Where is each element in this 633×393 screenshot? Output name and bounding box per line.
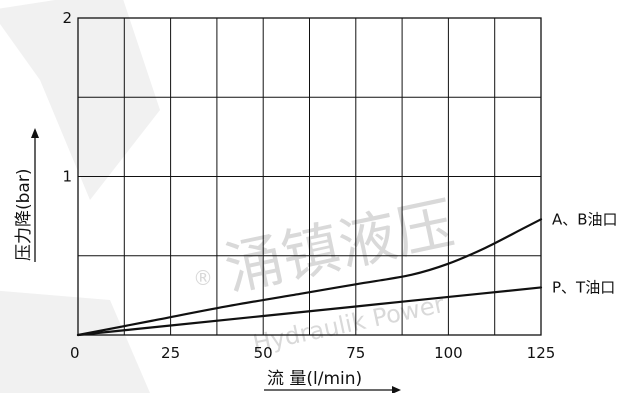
y-axis-arrow-head [31, 128, 39, 138]
x-axis-title: 流 量(l/min) [264, 369, 401, 393]
series-label-2: P、T油口 [552, 278, 615, 296]
x-tick-label: 25 [161, 344, 180, 362]
x-tick-label: 0 [70, 344, 80, 362]
x-axis-title-text: 流 量(l/min) [267, 369, 362, 389]
y-axis-title-text: 压力降(bar) [14, 169, 34, 261]
y-tick-label: 1 [62, 168, 72, 186]
y-tick-label: 2 [62, 9, 72, 27]
watermark-registered-mark: ® [193, 266, 213, 290]
series-group: A、B油口 P、T油口 [76, 210, 618, 337]
plot-frame [77, 17, 542, 336]
x-tick-label: 100 [434, 344, 463, 362]
series-line-1 [76, 218, 543, 337]
grid [78, 18, 541, 335]
series-label-1: A、B油口 [552, 210, 618, 228]
watermark: ® 涌镇液压 Hydraulik Power [0, 0, 460, 393]
y-tick-labels: 12 [62, 9, 72, 186]
x-tick-label: 125 [527, 344, 556, 362]
x-tick-label: 75 [346, 344, 365, 362]
y-axis-title: 压力降(bar) [14, 128, 39, 262]
x-axis-arrow-head [392, 386, 401, 393]
x-tick-label: 50 [254, 344, 273, 362]
series-line-2 [76, 286, 543, 337]
x-tick-labels: 0 25 50 75 100 125 [70, 344, 555, 362]
watermark-logo-shape-lower [0, 290, 150, 393]
watermark-logo-shape [0, 0, 160, 200]
